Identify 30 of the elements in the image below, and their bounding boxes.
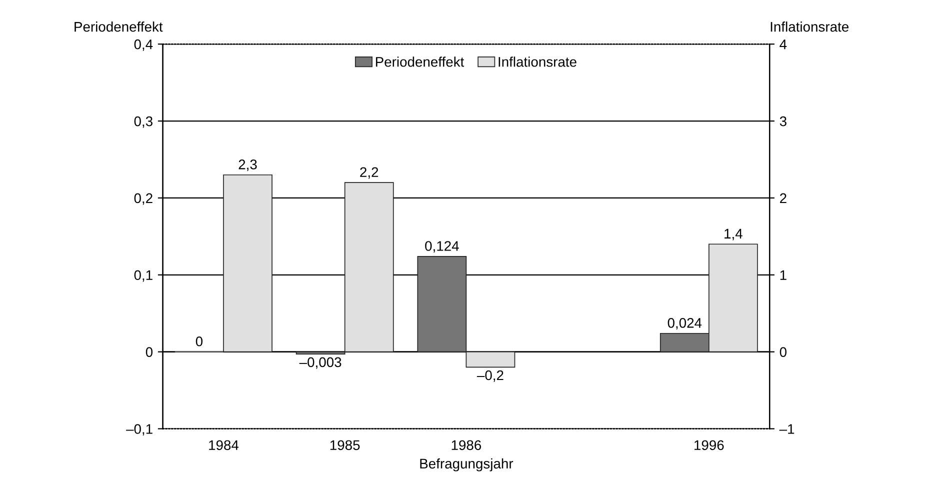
x-tick-label: 1986 xyxy=(452,440,482,450)
y-tick-label: 0,4 xyxy=(134,39,153,51)
data-label: 1,4 xyxy=(724,228,742,240)
x-tick-label: 1996 xyxy=(694,440,724,450)
y2-tick-label: 3 xyxy=(780,116,786,126)
bar xyxy=(223,174,272,352)
y2-tick-label: 2 xyxy=(780,193,786,203)
data-label: –0,2 xyxy=(476,370,504,382)
data-label: 0,124 xyxy=(425,241,459,253)
y2-tick-label: –1 xyxy=(779,424,794,434)
y-axis-title: Periodeneffekt xyxy=(74,22,163,32)
data-label: –0,003 xyxy=(299,357,342,369)
data-label: 2,2 xyxy=(360,167,378,179)
legend-label: Periodeneffekt xyxy=(376,56,464,67)
x-tick-label: 1984 xyxy=(209,440,239,450)
y2-tick-label: 1 xyxy=(780,270,786,280)
y2-tick-label: 4 xyxy=(780,40,787,50)
y-tick-label: 0,2 xyxy=(134,193,152,205)
x-axis-title: Befragungsjahr xyxy=(420,458,514,472)
x-tick-label: 1985 xyxy=(330,440,360,450)
y-tick-label: 0 xyxy=(146,347,153,357)
y-tick-label: –0,1 xyxy=(126,424,152,436)
data-label: 0 xyxy=(196,336,203,346)
y-tick-label: 0,1 xyxy=(134,270,152,282)
legend-label: Inflationsrate xyxy=(498,56,576,67)
data-label: 0,024 xyxy=(668,318,702,330)
y2-tick-label: 0 xyxy=(780,347,787,357)
y-tick-label: 0,3 xyxy=(134,116,152,128)
y2-axis-title: Inflationsrate xyxy=(770,22,849,32)
data-label: 2,3 xyxy=(238,160,257,171)
